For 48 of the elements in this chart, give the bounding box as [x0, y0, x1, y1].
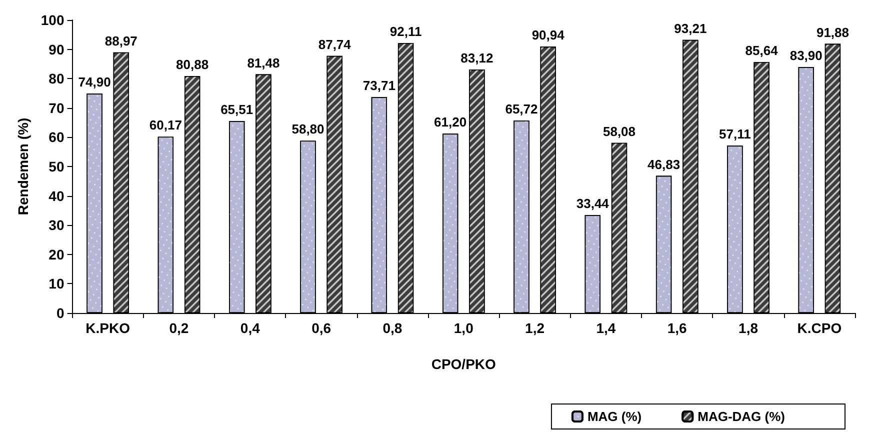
data-label: 61,20: [434, 114, 467, 130]
y-tick-label: 30: [48, 217, 64, 234]
data-label: 92,11: [390, 24, 422, 40]
y-tick-label: 90: [48, 41, 64, 58]
data-label: 83,90: [790, 48, 822, 64]
x-tick-label: 1,0: [454, 320, 474, 336]
y-tick-label: 80: [48, 70, 64, 87]
x-tick-label: 1,6: [667, 320, 688, 336]
data-label: 57,11: [719, 126, 751, 142]
legend-label: MAG (%): [587, 409, 642, 424]
data-label: 65,72: [505, 101, 538, 116]
x-tick-label: 1,4: [596, 320, 616, 336]
x-tick-label: 1,2: [525, 320, 545, 336]
data-label: 90,94: [532, 28, 566, 43]
data-label: 74,90: [78, 74, 111, 90]
y-tick-label: 40: [48, 188, 64, 204]
x-tick-label: 0,4: [240, 320, 260, 336]
y-axis-title: Rendemen (%): [15, 118, 31, 216]
data-label: 85,64: [745, 43, 779, 58]
data-label: 87,74: [318, 36, 352, 52]
data-label: 81,48: [247, 55, 280, 70]
y-tick-label: 100: [40, 12, 64, 28]
data-label: 33,44: [576, 196, 610, 212]
data-label: 73,71: [362, 78, 396, 94]
y-tick-label: 60: [48, 129, 64, 146]
x-tick-label: 0,2: [169, 320, 189, 336]
data-label: 88,97: [104, 33, 138, 48]
legend-label: MAG-DAG (%): [698, 409, 786, 424]
x-tick-label: 0,6: [312, 320, 332, 336]
y-tick-label: 20: [48, 246, 64, 262]
x-tick-label: 0,8: [382, 320, 402, 336]
x-tick-label: 1,8: [738, 320, 758, 336]
x-tick-label: K.CPO: [797, 320, 842, 336]
data-label: 65,51: [220, 102, 254, 118]
y-tick-label: 0: [56, 305, 64, 321]
x-axis-title: CPO/PKO: [431, 356, 496, 372]
y-tick-label: 10: [48, 276, 64, 292]
data-label: 83,12: [460, 50, 494, 66]
y-tick-label: 70: [48, 100, 64, 116]
data-label: 46,83: [648, 156, 680, 172]
data-label: 58,08: [602, 124, 636, 139]
x-tick-label: K.PKO: [86, 320, 130, 336]
data-label: 60,17: [149, 118, 182, 133]
y-tick-label: 50: [48, 158, 64, 174]
data-label: 91,88: [816, 24, 849, 40]
data-label: 93,21: [674, 20, 707, 36]
data-label: 58,80: [292, 122, 324, 137]
data-label: 80,88: [176, 57, 209, 72]
